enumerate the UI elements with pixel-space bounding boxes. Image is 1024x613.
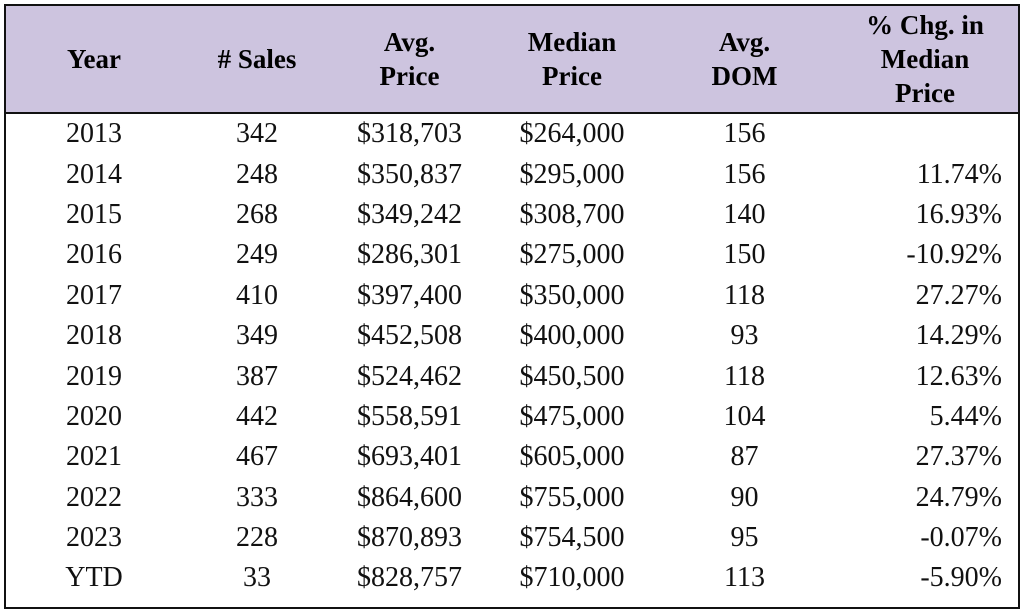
table-cell: $350,000 bbox=[519, 279, 625, 311]
column-header: Avg. DOM bbox=[657, 6, 832, 114]
table-cell: 12.63% bbox=[915, 360, 1002, 392]
table-cell: 24.79% bbox=[915, 481, 1002, 513]
table-cell: $275,000 bbox=[519, 239, 625, 271]
table-cell: -5.90% bbox=[920, 562, 1002, 594]
table-cell: 268 bbox=[236, 198, 278, 230]
table-cell: 2023 bbox=[66, 522, 122, 554]
table-row: YTD 33 $828,757 $710,000 113 -5.90% bbox=[6, 558, 1018, 598]
sales-table: Year # Sales Avg. Price Median Price Avg. DO… bbox=[6, 6, 1018, 599]
table-cell: 2021 bbox=[66, 441, 122, 473]
table-cell: 104 bbox=[723, 400, 766, 432]
table-cell: $828,757 bbox=[357, 562, 462, 594]
table-cell: $754,500 bbox=[519, 522, 625, 554]
table-cell: 442 bbox=[236, 400, 278, 432]
empty-cell bbox=[832, 113, 1018, 154]
table-cell: 2015 bbox=[66, 198, 122, 230]
table-cell: 2017 bbox=[66, 279, 122, 311]
column-header: Avg. Price bbox=[332, 6, 487, 114]
table-cell: 228 bbox=[236, 522, 278, 554]
table-cell: -0.07% bbox=[920, 522, 1002, 554]
table-cell: 118 bbox=[724, 360, 765, 392]
table-cell: YTD bbox=[65, 562, 123, 594]
table-cell: 2020 bbox=[66, 400, 122, 432]
table-row: 2014 248 $350,837 $295,000 156 11.74% bbox=[6, 154, 1018, 194]
table-cell: $350,837 bbox=[357, 158, 462, 190]
table-cell: 95 bbox=[730, 522, 759, 554]
column-header: # Sales bbox=[182, 6, 332, 114]
table-cell: $264,000 bbox=[519, 118, 625, 150]
table-cell: 342 bbox=[236, 118, 278, 150]
table-cell: 2013 bbox=[66, 118, 122, 150]
table-cell: $475,000 bbox=[519, 400, 625, 432]
table-cell: -10.92% bbox=[906, 239, 1002, 271]
table-row: 2013 342 $318,703 $264,000 156 bbox=[6, 113, 1018, 154]
column-header: Year bbox=[6, 6, 182, 114]
table-cell: $308,700 bbox=[519, 198, 625, 230]
table-row: 2016 249 $286,301 $275,000 150 -10.92% bbox=[6, 235, 1018, 275]
table-cell: 14.29% bbox=[915, 320, 1002, 352]
table-row: 2019 387 $524,462 $450,500 118 12.63% bbox=[6, 356, 1018, 396]
table-row: 2020 442 $558,591 $475,000 104 5.44% bbox=[6, 397, 1018, 437]
table-cell: 93 bbox=[730, 320, 759, 352]
table-cell: 87 bbox=[730, 441, 759, 473]
table-cell: $397,400 bbox=[357, 279, 462, 311]
column-header: Median Price bbox=[487, 6, 657, 114]
table-row: 2018 349 $452,508 $400,000 93 14.29% bbox=[6, 316, 1018, 356]
table-cell: $864,600 bbox=[357, 481, 462, 513]
table-cell: 2019 bbox=[66, 360, 122, 392]
table-row: 2022 333 $864,600 $755,000 90 24.79% bbox=[6, 478, 1018, 518]
table-cell: 113 bbox=[724, 562, 765, 594]
table-cell: $605,000 bbox=[519, 441, 625, 473]
table-cell: 33 bbox=[243, 562, 271, 594]
table-cell: 118 bbox=[724, 279, 765, 311]
table-cell: 2016 bbox=[66, 239, 122, 271]
table-cell: 140 bbox=[723, 198, 766, 230]
table-cell: 2022 bbox=[66, 481, 122, 513]
table-cell: 156 bbox=[723, 118, 766, 150]
table-cell: $693,401 bbox=[357, 441, 462, 473]
table-row: 2023 228 $870,893 $754,500 95 -0.07% bbox=[6, 518, 1018, 558]
table-cell: 2014 bbox=[66, 158, 122, 190]
table-row: 2017 410 $397,400 $350,000 118 27.27% bbox=[6, 276, 1018, 316]
table-body: 2013 342 $318,703 $264,000 156 2014 248 $350,83… bbox=[6, 113, 1018, 599]
table-cell: 5.44% bbox=[929, 400, 1002, 432]
table-cell: $286,301 bbox=[357, 239, 462, 271]
table-cell: 11.74% bbox=[916, 158, 1002, 190]
table-cell: 150 bbox=[723, 239, 766, 271]
table-cell: $450,500 bbox=[519, 360, 625, 392]
table-cell: 410 bbox=[236, 279, 278, 311]
table-cell: 349 bbox=[236, 320, 278, 352]
table-cell: 156 bbox=[723, 158, 766, 190]
table-cell: 467 bbox=[236, 441, 278, 473]
table-row: 2021 467 $693,401 $605,000 87 27.37% bbox=[6, 437, 1018, 477]
table-cell: 2018 bbox=[66, 320, 122, 352]
table-cell: 16.93% bbox=[915, 198, 1002, 230]
table-cell: $295,000 bbox=[519, 158, 625, 190]
table-cell: 27.37% bbox=[915, 441, 1002, 473]
table-cell: $400,000 bbox=[519, 320, 625, 352]
table-row: 2015 268 $349,242 $308,700 140 16.93% bbox=[6, 195, 1018, 235]
table-cell: 90 bbox=[730, 481, 759, 513]
table-cell: $318,703 bbox=[357, 118, 462, 150]
table-header: Year # Sales Avg. Price Median Price Avg. DO… bbox=[6, 6, 1018, 114]
table-cell: $755,000 bbox=[519, 481, 625, 513]
table-cell: $558,591 bbox=[357, 400, 462, 432]
table-cell: $524,462 bbox=[357, 360, 462, 392]
table-cell: $452,508 bbox=[357, 320, 462, 352]
table-frame: Year # Sales Avg. Price Median Price Avg. DO… bbox=[4, 4, 1020, 609]
table-cell: $870,893 bbox=[357, 522, 462, 554]
table-cell: 249 bbox=[236, 239, 278, 271]
column-header: % Chg. in Median Price bbox=[832, 6, 1018, 114]
table-cell: 387 bbox=[236, 360, 278, 392]
table-cell: 248 bbox=[236, 158, 278, 190]
header-row: Year # Sales Avg. Price Median Price Avg. DO… bbox=[6, 6, 1018, 114]
table-cell: $349,242 bbox=[357, 198, 462, 230]
table-cell: 333 bbox=[236, 481, 278, 513]
table-cell: $710,000 bbox=[519, 562, 625, 594]
table-cell: 27.27% bbox=[915, 279, 1002, 311]
